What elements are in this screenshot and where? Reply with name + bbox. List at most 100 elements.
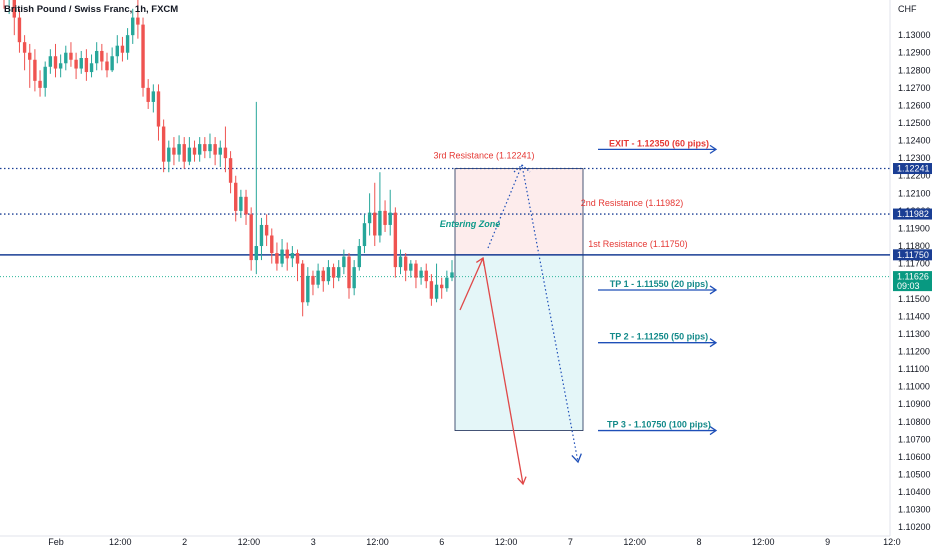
candle [125,28,130,60]
candle [234,175,238,222]
candle [84,49,89,81]
candle [295,249,300,282]
price-tick-label: 1.10300 [898,505,931,515]
candle [280,239,284,268]
svg-text:1.11750: 1.11750 [897,250,929,260]
price-tick-label: 1.12100 [898,188,931,198]
candle [285,242,289,271]
candle [419,267,423,285]
candle [141,17,145,97]
price-badge: 1.12241 [893,163,932,175]
candle [79,50,83,74]
time-tick-label: 9 [825,537,830,547]
candle [347,253,351,299]
candle [378,172,382,243]
resistance-label: 3rd Resistance (1.12241) [433,151,534,161]
price-tick-label: 1.11200 [898,346,930,356]
candle [48,49,53,74]
candle [22,35,27,71]
candle [321,267,325,292]
target-arrow: EXIT - 1.12350 (60 pips) [598,138,718,154]
candle [28,43,32,88]
candle [94,42,99,71]
up-arrow [459,257,484,311]
price-tick-label: 1.12800 [898,65,931,75]
candle [146,79,150,109]
time-tick-label: 7 [568,537,573,547]
time-tick-label: 12:00 [109,537,132,547]
time-tick-label: 6 [439,537,444,547]
price-tick-label: 1.10900 [898,399,931,409]
candle [182,137,186,169]
time-tick-label: 12:00 [752,537,775,547]
candle [177,135,181,162]
price-tick-label: 1.10800 [898,417,931,427]
candle [311,270,315,296]
chart-title: British Pound / Swiss Franc, 1h, FXCM [4,4,178,15]
price-tick-label: 1.12300 [898,153,931,163]
candle [239,189,243,218]
price-tick-label: 1.12400 [898,136,931,146]
candle [275,242,279,271]
candle [244,189,248,225]
candle [249,207,253,271]
candle [388,189,392,236]
candlestick-series [3,0,454,317]
candle [100,43,104,71]
time-tick-label: 12:0 [883,537,901,547]
candle [409,260,413,278]
price-tick-label: 1.11100 [898,364,929,374]
candle [3,0,5,9]
candle [352,260,356,296]
candle [105,52,109,78]
candle [254,101,259,275]
target-label: TP 1 - 1.11550 (20 pips) [610,279,708,289]
candle [151,84,156,113]
candle [203,137,207,159]
price-tick-label: 1.10200 [898,522,931,532]
candle [197,137,202,162]
price-tick-label: 1.10700 [898,434,931,444]
candle [367,193,372,236]
target-arrow: TP 1 - 1.11550 (20 pips) [598,279,718,295]
candle [12,0,16,36]
candle [161,119,166,173]
price-tick-label: 1.10500 [898,469,931,479]
annotation-labels: 3rd Resistance (1.12241) 2nd Resistance (… [433,138,718,436]
time-axis[interactable]: Feb 12:00 2 12:00 3 12:00 6 12:00 7 12:00 8 12:00 9 1… [0,535,901,547]
candle [331,263,336,289]
candle [53,43,58,78]
candle [440,277,444,299]
candle [373,182,377,247]
candle [414,260,418,289]
target-label: EXIT - 1.12350 (60 pips) [609,138,709,148]
candle [270,228,274,264]
target-arrow: TP 2 - 1.11250 (50 pips) [598,332,718,348]
candle [259,217,264,261]
price-tick-label: 1.12900 [898,48,931,58]
resistance-levels[interactable] [0,167,890,278]
candle [357,239,362,271]
candle [17,8,22,53]
candle [429,274,434,306]
candle [342,249,346,275]
position-zones [454,168,584,431]
candle [192,140,197,162]
time-tick-label: 8 [696,537,701,547]
price-badge: 1.11750 [893,249,932,261]
target-label: TP 2 - 1.11250 (50 pips) [610,332,708,342]
candle [218,140,222,167]
candle [120,36,125,62]
entering-zone-label: Entering Zone [440,219,501,229]
price-tick-label: 1.12600 [898,100,931,110]
resistance-label: 2nd Resistance (1.11982) [581,198,683,208]
svg-text:09:03: 09:03 [897,281,920,291]
candle [264,214,269,247]
candle [69,42,73,67]
time-tick-label: 12:00 [623,537,646,547]
candle [172,137,176,166]
candle [131,8,135,44]
